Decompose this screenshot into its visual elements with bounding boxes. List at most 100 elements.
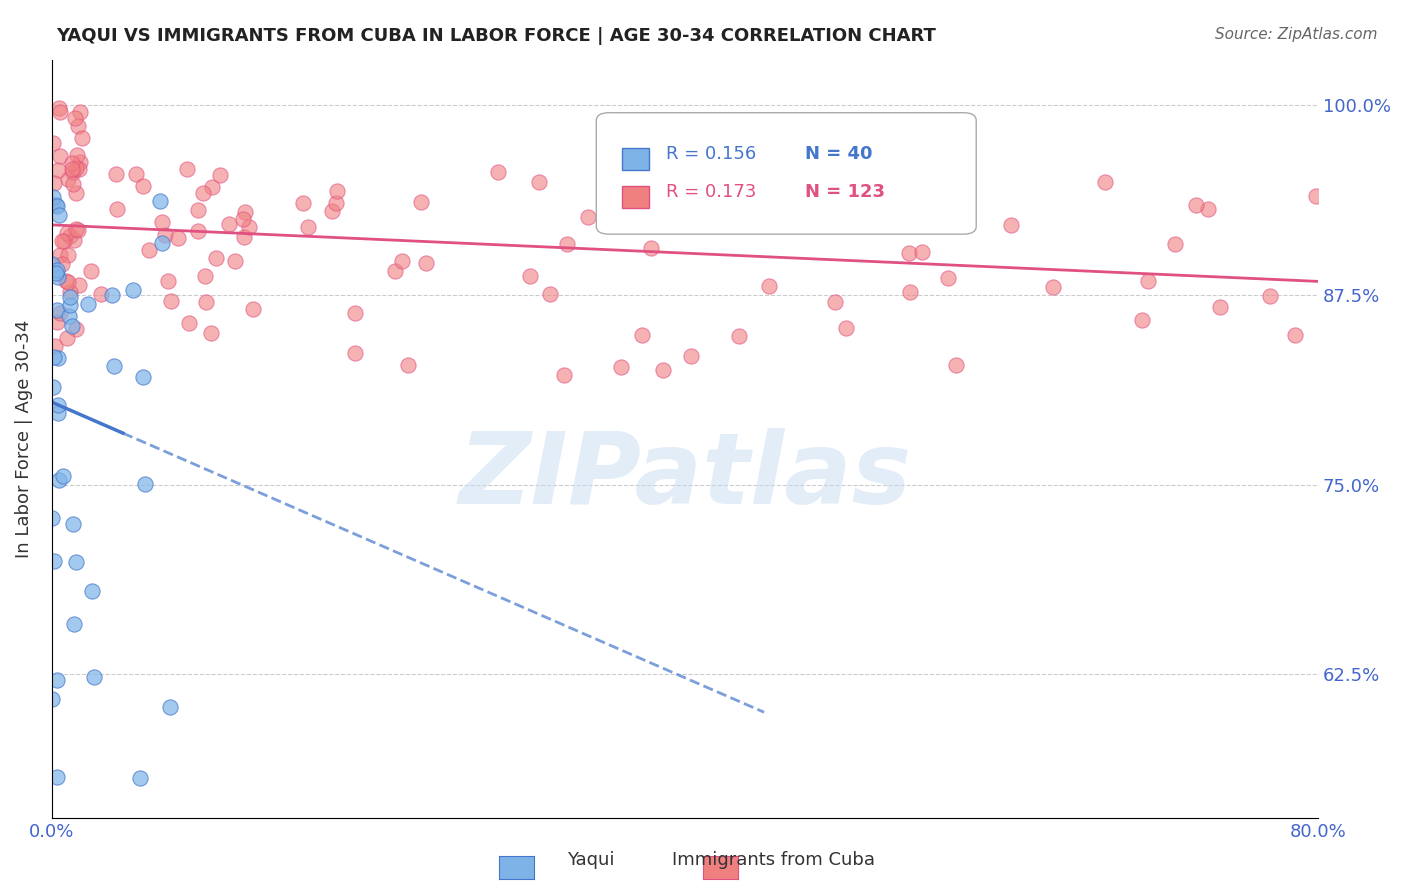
Immigrants from Cuba: [326, 184, 349, 198]
Immigrants from Cuba: [69, 104, 91, 119]
Immigrants from Cuba: [160, 294, 183, 309]
Immigrants from Cuba: [1163, 236, 1185, 251]
Immigrants from Cuba: [824, 295, 846, 310]
Immigrants from Cuba: [167, 231, 190, 245]
Immigrants from Cuba: [62, 177, 84, 191]
Immigrants from Cuba: [209, 169, 232, 183]
Immigrants from Cuba: [527, 175, 550, 189]
Yaqui: [46, 199, 69, 213]
Yaqui: [159, 699, 181, 714]
Immigrants from Cuba: [218, 218, 240, 232]
Immigrants from Cuba: [631, 202, 654, 217]
Immigrants from Cuba: [242, 302, 264, 317]
Immigrants from Cuba: [60, 156, 83, 170]
Yaqui: [42, 379, 65, 393]
Immigrants from Cuba: [1209, 300, 1232, 314]
Immigrants from Cuba: [1197, 202, 1219, 216]
Immigrants from Cuba: [321, 204, 343, 219]
Immigrants from Cuba: [630, 327, 652, 342]
Immigrants from Cuba: [55, 274, 77, 288]
Immigrants from Cuba: [153, 228, 176, 243]
Immigrants from Cuba: [67, 278, 90, 293]
Immigrants from Cuba: [51, 257, 73, 271]
Yaqui: [65, 555, 87, 569]
Immigrants from Cuba: [125, 167, 148, 181]
Immigrants from Cuba: [343, 306, 366, 320]
Immigrants from Cuba: [42, 136, 65, 150]
Immigrants from Cuba: [65, 148, 87, 162]
Immigrants from Cuba: [156, 274, 179, 288]
Yaqui: [41, 691, 63, 706]
Yaqui: [45, 198, 67, 212]
Immigrants from Cuba: [727, 328, 749, 343]
Yaqui: [122, 284, 145, 298]
Immigrants from Cuba: [70, 130, 93, 145]
Immigrants from Cuba: [1305, 189, 1327, 203]
Text: Immigrants from Cuba: Immigrants from Cuba: [672, 851, 875, 869]
Immigrants from Cuba: [610, 360, 633, 375]
Yaqui: [42, 351, 65, 365]
Immigrants from Cuba: [177, 316, 200, 330]
Yaqui: [103, 359, 125, 373]
FancyBboxPatch shape: [596, 112, 976, 234]
Immigrants from Cuba: [924, 199, 946, 213]
Yaqui: [46, 270, 69, 285]
Immigrants from Cuba: [898, 246, 921, 260]
Immigrants from Cuba: [1185, 198, 1208, 212]
Immigrants from Cuba: [90, 287, 112, 301]
Yaqui: [46, 406, 69, 420]
Immigrants from Cuba: [56, 331, 79, 345]
Immigrants from Cuba: [794, 174, 817, 188]
Immigrants from Cuba: [59, 228, 82, 243]
Yaqui: [41, 511, 63, 525]
Immigrants from Cuba: [187, 224, 209, 238]
Yaqui: [45, 303, 67, 318]
Immigrants from Cuba: [652, 362, 675, 376]
Immigrants from Cuba: [626, 194, 648, 208]
Immigrants from Cuba: [48, 101, 70, 115]
Yaqui: [83, 670, 105, 684]
Immigrants from Cuba: [942, 187, 965, 202]
Text: Yaqui: Yaqui: [567, 851, 614, 869]
Immigrants from Cuba: [63, 112, 86, 126]
Immigrants from Cuba: [232, 230, 254, 244]
Immigrants from Cuba: [46, 315, 69, 329]
Immigrants from Cuba: [640, 241, 662, 255]
Immigrants from Cuba: [104, 167, 127, 181]
Immigrants from Cuba: [1284, 328, 1306, 343]
Immigrants from Cuba: [409, 194, 432, 209]
Yaqui: [48, 473, 70, 487]
Yaqui: [76, 297, 98, 311]
Text: N = 123: N = 123: [806, 183, 886, 201]
Immigrants from Cuba: [67, 161, 90, 176]
Immigrants from Cuba: [486, 164, 509, 178]
Immigrants from Cuba: [205, 251, 228, 265]
Immigrants from Cuba: [194, 268, 217, 283]
Immigrants from Cuba: [56, 172, 79, 186]
Immigrants from Cuba: [195, 294, 218, 309]
Immigrants from Cuba: [56, 275, 79, 289]
Yaqui: [149, 194, 172, 208]
Immigrants from Cuba: [65, 222, 87, 236]
Yaqui: [52, 469, 75, 483]
Y-axis label: In Labor Force | Age 30-34: In Labor Force | Age 30-34: [15, 320, 32, 558]
Immigrants from Cuba: [187, 202, 209, 217]
Yaqui: [101, 288, 124, 302]
Yaqui: [60, 319, 83, 334]
Yaqui: [80, 584, 103, 599]
Immigrants from Cuba: [942, 202, 965, 216]
Immigrants from Cuba: [201, 179, 224, 194]
Immigrants from Cuba: [1094, 175, 1116, 189]
Immigrants from Cuba: [65, 161, 87, 175]
Immigrants from Cuba: [65, 186, 87, 201]
Immigrants from Cuba: [233, 204, 256, 219]
Yaqui: [63, 616, 86, 631]
Immigrants from Cuba: [49, 306, 72, 320]
Immigrants from Cuba: [49, 149, 72, 163]
Immigrants from Cuba: [918, 182, 941, 196]
Immigrants from Cuba: [56, 248, 79, 262]
Yaqui: [150, 235, 173, 250]
Yaqui: [45, 262, 67, 277]
FancyBboxPatch shape: [621, 148, 650, 169]
Immigrants from Cuba: [232, 211, 254, 226]
